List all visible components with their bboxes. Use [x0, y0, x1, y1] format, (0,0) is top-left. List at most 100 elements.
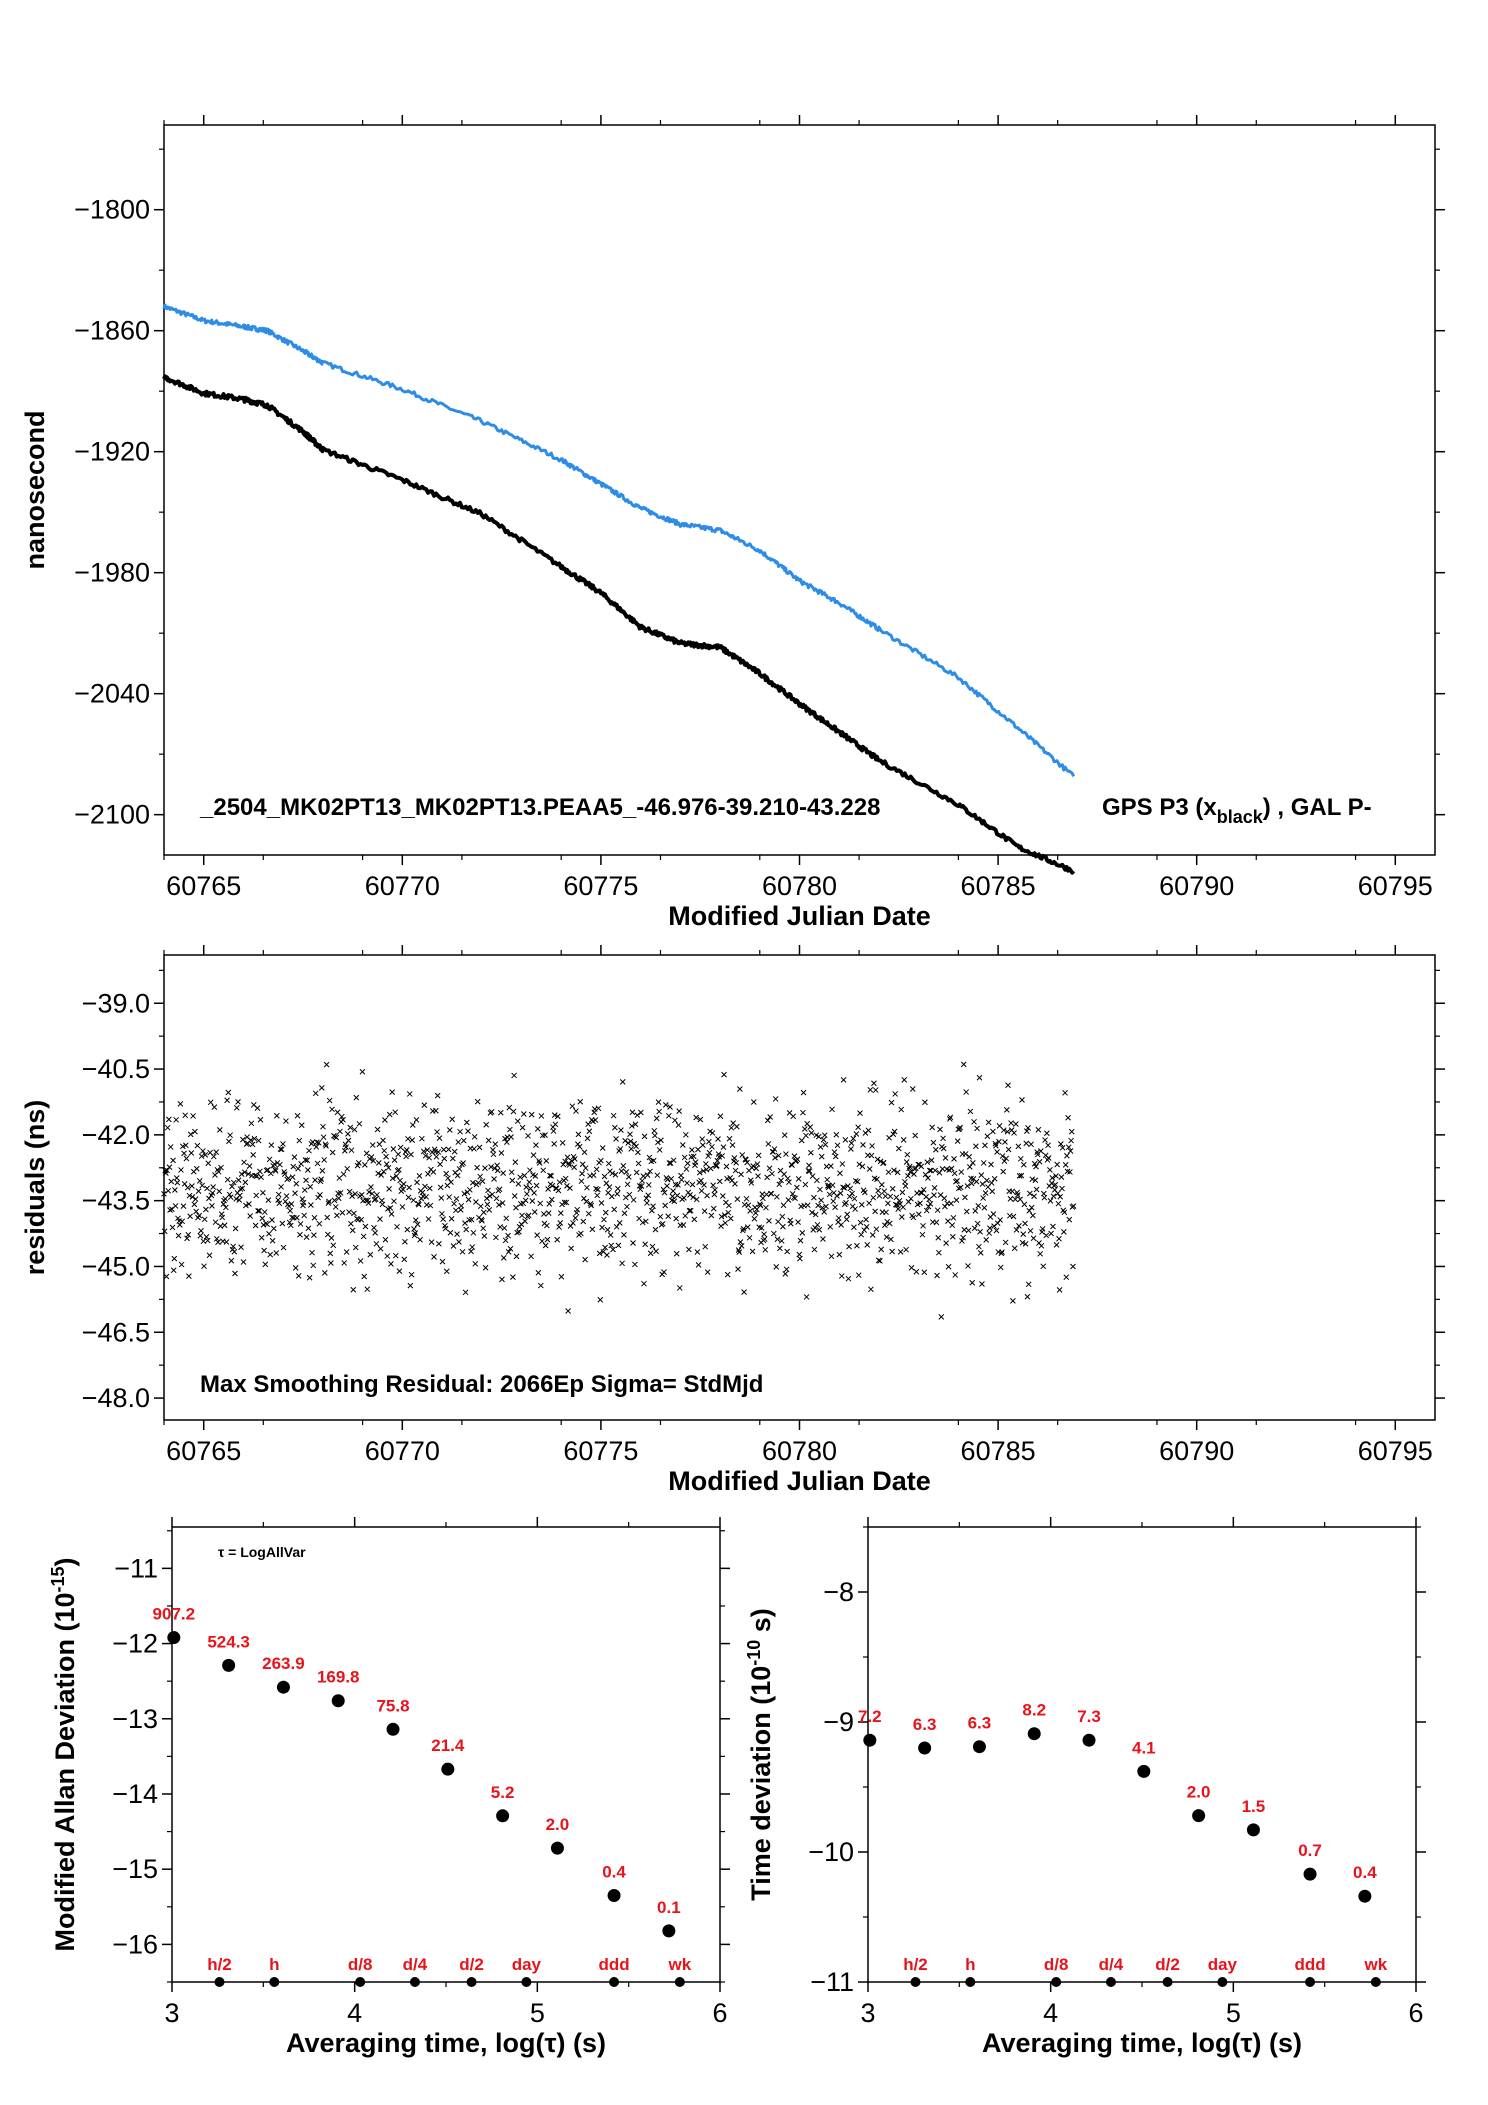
residual-point — [1067, 1148, 1074, 1154]
residual-point — [228, 1257, 235, 1264]
residual-point — [449, 1116, 456, 1123]
residual-point — [182, 1112, 189, 1119]
residual-point — [794, 1184, 800, 1191]
residual-point — [406, 1184, 412, 1191]
residual-point — [719, 1193, 726, 1199]
residual-point — [379, 1201, 386, 1208]
residual-point — [833, 1131, 840, 1138]
residual-point — [639, 1177, 645, 1184]
residual-point — [181, 1150, 187, 1157]
residual-point — [853, 1131, 860, 1137]
residual-point — [423, 1193, 429, 1200]
residual-point — [880, 1159, 887, 1166]
residual-point — [232, 1225, 239, 1232]
residual-point — [236, 1192, 243, 1199]
residual-point — [934, 1272, 940, 1279]
residual-point — [971, 1225, 978, 1232]
time-marker-label: ddd — [1294, 1955, 1325, 1974]
x-tick-label: 6 — [1408, 1998, 1423, 2028]
residual-point — [602, 1209, 609, 1216]
point-label: 5.2 — [491, 1783, 515, 1802]
residual-point — [1060, 1229, 1067, 1235]
residual-point — [969, 1279, 976, 1286]
residual-point — [426, 1185, 433, 1192]
residual-point — [549, 1182, 556, 1189]
residual-point — [246, 1201, 252, 1207]
residual-point — [294, 1112, 301, 1119]
residual-point — [434, 1129, 440, 1135]
residual-point — [201, 1263, 207, 1270]
residual-point — [854, 1242, 860, 1249]
residual-point — [247, 1213, 254, 1219]
y-tick-label: −8 — [823, 1577, 854, 1607]
residual-point — [889, 1248, 895, 1255]
residual-point — [457, 1128, 463, 1135]
time-marker-label: h — [269, 1955, 279, 1974]
time-marker-dot — [355, 1977, 366, 1987]
x-tick-label: 3 — [860, 1998, 875, 2028]
point-label: 2.0 — [1187, 1783, 1211, 1802]
residual-point — [1011, 1245, 1018, 1252]
residual-point — [878, 1181, 885, 1188]
residual-point — [563, 1199, 570, 1206]
residual-point — [873, 1226, 880, 1233]
residual-point — [1070, 1203, 1077, 1209]
residual-point — [471, 1133, 478, 1140]
residual-point — [990, 1211, 997, 1217]
residual-point — [920, 1186, 927, 1193]
residual-point — [496, 1201, 502, 1208]
residual-point — [836, 1251, 843, 1258]
residual-point — [608, 1242, 615, 1249]
residual-point — [805, 1168, 812, 1174]
x-axis-label: Modified Julian Date — [668, 901, 931, 931]
residual-point — [906, 1165, 912, 1172]
residual-point — [632, 1261, 638, 1268]
residual-point — [787, 1220, 794, 1227]
residual-point — [588, 1202, 595, 1209]
residual-point — [179, 1143, 186, 1150]
residual-point — [906, 1163, 913, 1170]
residual-point — [226, 1138, 232, 1145]
residual-point — [964, 1183, 971, 1189]
residual-point — [1047, 1167, 1053, 1173]
residual-point — [789, 1191, 796, 1197]
residual-point — [463, 1119, 470, 1126]
residual-point — [834, 1142, 841, 1149]
residual-point — [274, 1112, 280, 1119]
residual-point — [443, 1268, 450, 1275]
residual-point — [580, 1218, 587, 1225]
residual-point — [329, 1106, 335, 1113]
residual-point — [834, 1192, 840, 1199]
residual-point — [462, 1289, 469, 1296]
residual-point — [1055, 1200, 1062, 1207]
residual-point — [161, 1228, 168, 1235]
residual-point — [800, 1089, 807, 1096]
residual-point — [471, 1145, 477, 1152]
residual-point — [842, 1137, 849, 1143]
legend-main: GPS P3 (x — [1102, 794, 1217, 821]
residual-point — [878, 1246, 885, 1253]
residual-point — [351, 1210, 357, 1217]
x-tick-label: 3 — [164, 1998, 179, 2028]
residual-point — [897, 1249, 904, 1255]
residual-point — [925, 1175, 931, 1181]
residual-point — [505, 1232, 511, 1239]
residual-point — [190, 1113, 196, 1119]
residual-point — [639, 1219, 646, 1226]
residual-point — [814, 1177, 820, 1184]
residual-point — [441, 1155, 448, 1162]
residual-point — [372, 1230, 379, 1236]
residual-point — [951, 1170, 958, 1177]
residual-point — [934, 1207, 941, 1214]
residual-point — [957, 1184, 964, 1191]
x-tick-label: 5 — [530, 1998, 545, 2028]
residual-point — [318, 1176, 325, 1183]
y-tick-label: −1980 — [74, 558, 150, 588]
residual-point — [942, 1155, 949, 1161]
residual-point — [323, 1143, 329, 1149]
residual-point — [913, 1268, 920, 1275]
residual-point — [345, 1137, 352, 1144]
residual-point — [928, 1157, 935, 1164]
residual-point — [887, 1193, 894, 1200]
residual-point — [799, 1230, 806, 1236]
